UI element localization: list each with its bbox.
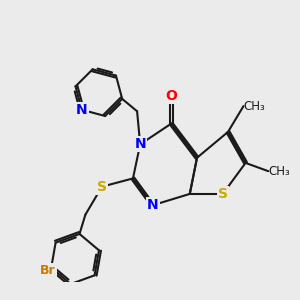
Text: S: S — [97, 180, 107, 194]
Text: S: S — [218, 187, 228, 201]
Text: CH₃: CH₃ — [268, 165, 290, 178]
Text: N: N — [134, 137, 146, 151]
Text: N: N — [76, 103, 88, 117]
Text: Br: Br — [40, 264, 56, 277]
Text: N: N — [147, 198, 158, 212]
Text: O: O — [165, 89, 177, 103]
Text: CH₃: CH₃ — [244, 100, 265, 112]
